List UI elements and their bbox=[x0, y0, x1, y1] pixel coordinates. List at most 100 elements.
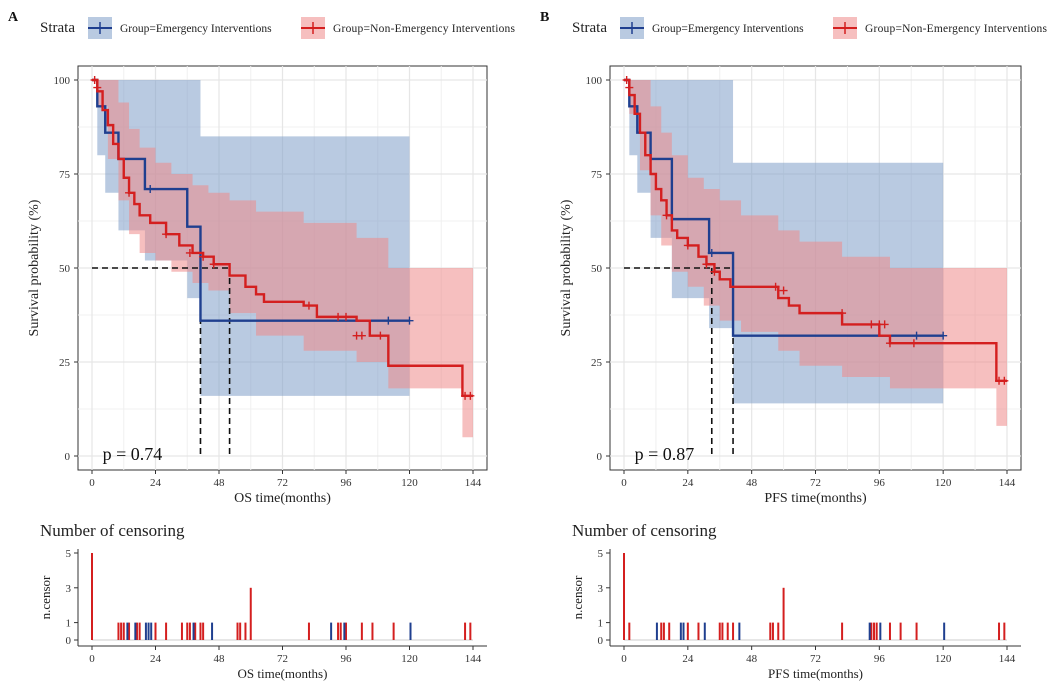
x-tick-label: 72 bbox=[810, 477, 821, 489]
legend: Strata Group=Emergency Interventions Group… bbox=[40, 17, 516, 39]
y-tick-label: 100 bbox=[586, 75, 603, 87]
x-tick-label: 48 bbox=[746, 477, 758, 489]
censor-mark bbox=[405, 316, 414, 325]
censor-y-tick-label: 5 bbox=[598, 548, 604, 560]
x-tick-label: 0 bbox=[621, 477, 627, 489]
censor-mark bbox=[162, 230, 171, 239]
censor-mark bbox=[209, 260, 218, 269]
censor-mark bbox=[779, 286, 788, 295]
censor-mark bbox=[90, 76, 99, 84]
censor-mark bbox=[304, 301, 313, 310]
censor-x-axis-label: PFS time(months) bbox=[768, 666, 863, 681]
x-tick-label: 0 bbox=[89, 477, 95, 489]
censor-mark bbox=[838, 309, 847, 318]
censor-x-tick-label: 96 bbox=[341, 653, 353, 665]
y-tick-label: 25 bbox=[59, 357, 71, 369]
censor-x-tick-label: 0 bbox=[621, 653, 627, 665]
ci-band-nonemergency bbox=[92, 80, 473, 438]
censor-mark bbox=[125, 188, 134, 197]
legend-title: Strata bbox=[572, 20, 607, 36]
censor-x-axis-label: OS time(months) bbox=[238, 666, 328, 681]
censor-mark bbox=[466, 391, 475, 400]
censor-chart-title: Number of censoring bbox=[572, 521, 717, 540]
censor-x-tick-label: 24 bbox=[682, 653, 694, 665]
censor-x-tick-label: 144 bbox=[999, 653, 1016, 665]
censor-x-tick-label: 24 bbox=[150, 653, 162, 665]
x-tick-label: 72 bbox=[277, 477, 288, 489]
legend: Strata Group=Emergency Interventions Group… bbox=[572, 17, 1048, 39]
censor-x-tick-label: 48 bbox=[746, 653, 758, 665]
x-tick-label: 24 bbox=[682, 477, 694, 489]
y-tick-label: 75 bbox=[59, 169, 71, 181]
censor-x-tick-label: 72 bbox=[810, 653, 821, 665]
y-tick-label: 75 bbox=[591, 169, 603, 181]
censor-y-axis-label: n.censor bbox=[38, 575, 53, 619]
censor-mark bbox=[342, 312, 350, 321]
legend-label: Group=Non-Emergency Interventions bbox=[865, 23, 1048, 35]
legend-title: Strata bbox=[40, 20, 75, 36]
survival-curve-emergency bbox=[624, 78, 944, 337]
censor-mark bbox=[357, 331, 366, 340]
x-tick-label: 120 bbox=[401, 477, 418, 489]
censor-mark bbox=[867, 320, 876, 329]
censor-y-tick-label: 3 bbox=[598, 583, 604, 595]
x-tick-label: 144 bbox=[465, 477, 482, 489]
censor-chart-title: Number of censoring bbox=[40, 521, 185, 540]
legend-label: Group=Emergency Interventions bbox=[120, 23, 272, 35]
y-axis-label: Survival probability (%) bbox=[559, 199, 574, 336]
y-axis-label: Survival probability (%) bbox=[27, 199, 42, 336]
legend-label: Group=Emergency Interventions bbox=[652, 23, 804, 35]
censor-y-tick-label: 3 bbox=[66, 583, 72, 595]
censor-x-tick-label: 72 bbox=[277, 653, 288, 665]
x-tick-label: 24 bbox=[150, 477, 162, 489]
y-tick-label: 25 bbox=[591, 357, 603, 369]
p-value: p = 0.74 bbox=[103, 444, 163, 464]
censor-y-tick-label: 1 bbox=[66, 618, 72, 630]
censor-mark bbox=[185, 248, 194, 257]
censor-mark bbox=[885, 339, 894, 348]
censor-x-tick-label: 120 bbox=[401, 653, 418, 665]
censor-mark bbox=[334, 312, 343, 321]
y-tick-label: 0 bbox=[597, 451, 603, 463]
censor-y-tick-label: 1 bbox=[598, 618, 604, 630]
x-tick-label: 120 bbox=[935, 477, 952, 489]
censor-y-tick-label: 5 bbox=[66, 548, 72, 560]
x-tick-label: 48 bbox=[214, 477, 226, 489]
censor-x-tick-label: 0 bbox=[89, 653, 95, 665]
censor-x-tick-label: 144 bbox=[465, 653, 482, 665]
censor-mark bbox=[384, 316, 393, 325]
censor-mark bbox=[909, 339, 918, 348]
censor-mark bbox=[683, 241, 692, 250]
panel-b: B Strata Group=Emergency Interventions Grou… bbox=[540, 10, 1048, 681]
y-tick-label: 0 bbox=[65, 451, 71, 463]
survival-curve-nonemergency bbox=[92, 78, 473, 398]
censor-y-tick-label: 0 bbox=[598, 635, 604, 647]
ci-band-nonemergency bbox=[624, 80, 1007, 426]
censor-y-axis-label: n.censor bbox=[570, 575, 585, 619]
censor-mark bbox=[702, 260, 711, 269]
legend-label: Group=Non-Emergency Interventions bbox=[333, 23, 516, 35]
censor-mark bbox=[622, 76, 631, 84]
censor-x-tick-label: 48 bbox=[214, 653, 226, 665]
censor-x-tick-label: 96 bbox=[874, 653, 886, 665]
p-value: p = 0.87 bbox=[635, 444, 695, 464]
y-tick-label: 50 bbox=[591, 263, 603, 275]
censor-plot-panel bbox=[610, 549, 1021, 646]
censor-mark bbox=[662, 211, 671, 220]
survival-curve-emergency bbox=[92, 78, 410, 322]
censor-x-tick-label: 120 bbox=[935, 653, 952, 665]
censor-mark bbox=[1000, 376, 1009, 385]
censor-mark bbox=[912, 331, 921, 340]
x-axis-label: OS time(months) bbox=[234, 491, 331, 506]
x-tick-label: 96 bbox=[341, 477, 353, 489]
y-tick-label: 100 bbox=[54, 75, 71, 87]
panel-letter: B bbox=[540, 10, 549, 25]
censor-mark bbox=[625, 83, 634, 92]
x-axis-label: PFS time(months) bbox=[764, 491, 867, 506]
censor-mark bbox=[771, 282, 780, 291]
censor-mark bbox=[939, 331, 948, 340]
x-tick-label: 144 bbox=[999, 477, 1016, 489]
censor-y-tick-label: 0 bbox=[66, 635, 72, 647]
